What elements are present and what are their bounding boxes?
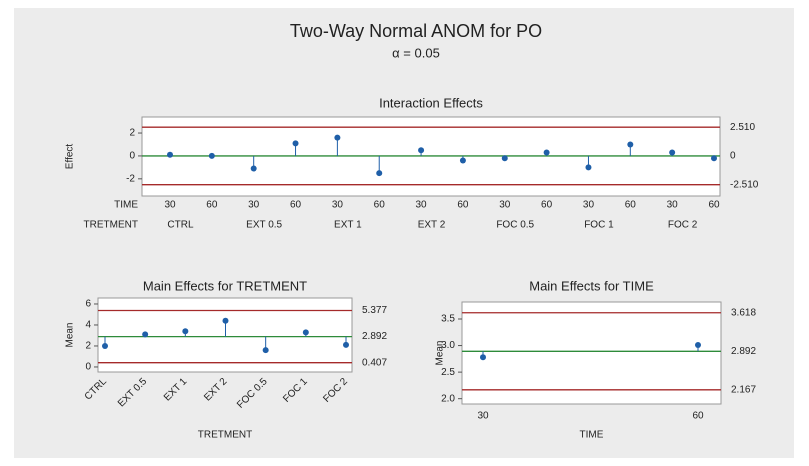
point [142,331,149,338]
y-tick-label: 2.0 [441,393,455,404]
y-axis-label: Effect [65,144,76,170]
y-tick-label: 0 [85,362,91,373]
point [334,134,341,141]
x-tick-label: 30 [332,200,344,211]
point [167,151,173,158]
chart-subtitle: α = 0.05 [392,45,440,60]
x-tick-label: 60 [374,200,386,211]
point [250,165,257,172]
limit-label: 2.892 [362,331,387,342]
y-tick-label: 3.5 [441,314,455,325]
y-tick-label: 3.0 [441,340,455,351]
x-tick-label: 60 [625,200,637,211]
point [292,140,299,147]
x-axis-label: TIME [580,430,604,441]
row-label: TRETMENT [84,220,138,231]
x-tick-label: 30 [477,411,489,422]
point [627,141,634,148]
panel-title: Interaction Effects [379,95,483,110]
point [208,152,215,159]
x-tick-label: 30 [248,200,260,211]
limit-label: 5.377 [362,305,387,316]
point [102,342,108,349]
x-tick-label: 30 [416,200,428,211]
y-tick-label: 2.5 [441,367,455,378]
limit-label: 2.892 [731,346,756,357]
panel-title: Main Effects for TRETMENT [143,278,307,293]
y-tick-label: 6 [85,299,91,310]
limit-label: 2.167 [731,384,756,395]
group-label: EXT 0.5 [246,220,282,231]
limit-label: 2.510 [730,122,755,133]
group-label: EXT 2 [418,220,446,231]
point [501,155,508,162]
group-label: EXT 1 [334,220,362,231]
x-tick-label: 30 [583,200,595,211]
point [480,354,486,361]
x-tick-label: 60 [708,200,720,211]
x-tick-label: 30 [499,200,511,211]
point [182,328,189,335]
y-axis-label: Mean [65,322,76,347]
point [343,341,349,348]
point [585,164,592,171]
panel-title: Main Effects for TIME [529,278,654,293]
point [711,155,717,162]
point [418,147,425,154]
y-axis-label: Mean [435,340,446,365]
limit-label: 0 [730,151,736,162]
y-tick-label: 0 [129,151,135,162]
limit-label: -2.510 [730,179,759,190]
point [695,342,701,349]
limit-label: 3.618 [731,307,756,318]
point [543,149,550,156]
y-tick-label: 4 [85,320,91,331]
group-label: FOC 2 [668,220,698,231]
x-tick-label: 30 [164,200,176,211]
point [376,170,383,177]
y-tick-label: 2 [129,128,135,139]
x-tick-label: 30 [667,200,679,211]
point [459,157,466,164]
group-label: FOC 1 [584,220,614,231]
point [302,329,309,336]
point [669,149,676,156]
x-axis-label: TRETMENT [198,430,252,441]
x-tick-label: 60 [692,411,704,422]
x-tick-label: 60 [206,200,218,211]
limit-label: 0.407 [362,357,387,368]
plot-area [461,301,722,405]
group-label: FOC 0.5 [496,220,534,231]
y-tick-label: 2 [85,341,91,352]
x-tick-label: 60 [541,200,553,211]
x-tick-label: 60 [290,200,302,211]
point [222,317,229,324]
x-tick-label: 60 [457,200,469,211]
group-label: CTRL [167,220,194,231]
row-label: TIME [114,200,138,211]
point [262,347,269,354]
chart-title: Two-Way Normal ANOM for PO [290,21,542,41]
y-tick-label: -2 [126,173,135,184]
